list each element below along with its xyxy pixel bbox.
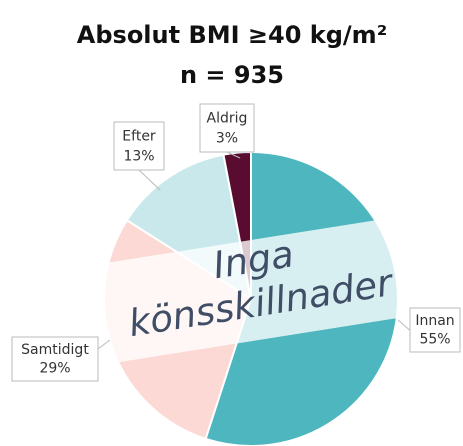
annotation-band: [89, 215, 421, 365]
slice-label: Aldrig: [207, 110, 248, 126]
chart-subtitle: n = 935: [180, 61, 284, 89]
slice-value-label: 3%: [216, 131, 238, 147]
leader-line: [138, 169, 161, 191]
slice-label: Innan: [415, 313, 454, 329]
slice-label: Samtidigt: [21, 342, 89, 358]
chart-title: Absolut BMI ≥40 kg/m²: [77, 21, 387, 49]
slice-value-label: 13%: [123, 149, 154, 165]
label-box: [113, 121, 165, 171]
leader-line: [226, 151, 241, 159]
slice-value-label: 29%: [39, 361, 70, 377]
label-box: [409, 307, 461, 353]
slice-label: Efter: [122, 128, 156, 144]
label-box: [199, 103, 255, 153]
slice-value-label: 55%: [419, 332, 450, 348]
label-box: [11, 336, 99, 382]
